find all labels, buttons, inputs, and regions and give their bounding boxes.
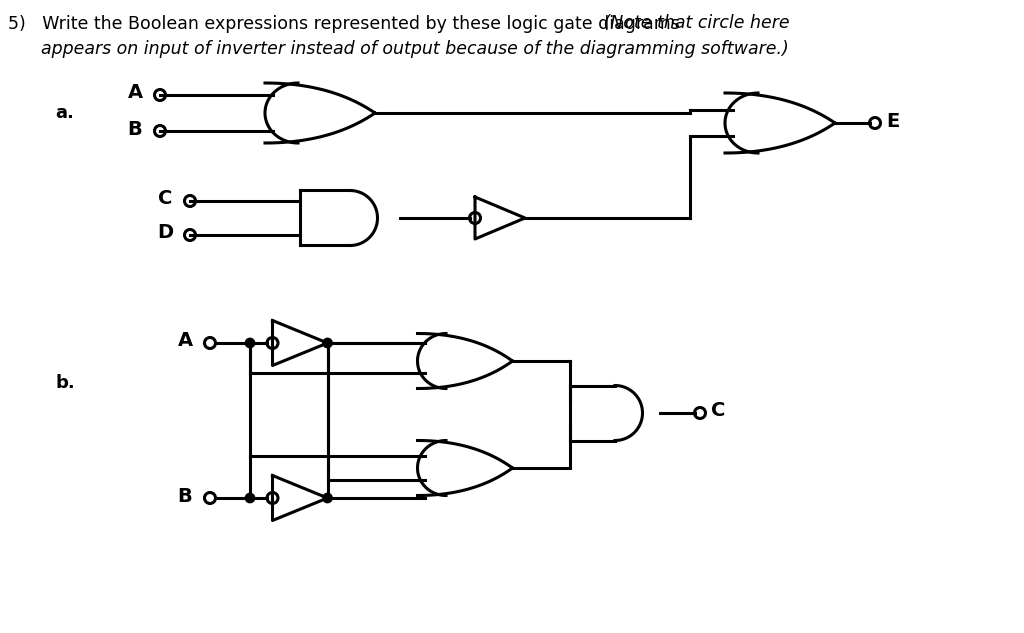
Text: 5)   Write the Boolean expressions represented by these logic gate diagrams: 5) Write the Boolean expressions represe…	[8, 15, 680, 33]
Text: C: C	[711, 401, 725, 420]
Text: C: C	[158, 189, 172, 208]
Circle shape	[246, 339, 254, 347]
Text: B: B	[128, 120, 142, 139]
Text: b.: b.	[55, 374, 75, 392]
Circle shape	[324, 494, 332, 502]
Text: D: D	[157, 223, 173, 242]
Text: a.: a.	[55, 104, 74, 122]
Text: E: E	[887, 111, 900, 130]
Text: B: B	[177, 487, 193, 506]
Text: A: A	[127, 84, 142, 103]
Text: appears on input of inverter instead of output because of the diagramming softwa: appears on input of inverter instead of …	[8, 40, 788, 58]
Text: (Note that circle here: (Note that circle here	[598, 15, 790, 32]
Circle shape	[246, 494, 254, 502]
Text: A: A	[177, 332, 193, 351]
Circle shape	[324, 339, 332, 347]
